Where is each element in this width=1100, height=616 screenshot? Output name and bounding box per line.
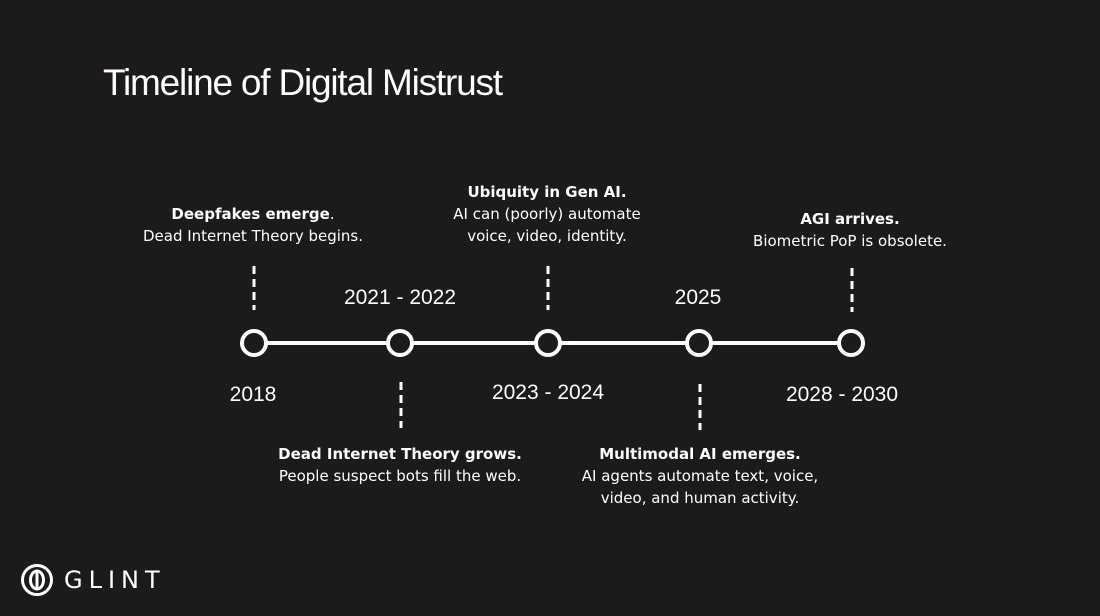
event-2018: Deepfakes emerge. Dead Internet Theory b… <box>93 203 413 247</box>
timeline-node-2018 <box>240 329 268 357</box>
event-2021-2022-line: People suspect bots fill the web. <box>278 467 522 485</box>
timeline-node-2021-2022 <box>386 329 414 357</box>
brand-name: GLINT <box>64 566 166 594</box>
event-2028-2030-line: Biometric PoP is obsolete. <box>753 232 947 250</box>
timeline-node-2023-2024 <box>534 329 562 357</box>
event-2018-line: Dead Internet Theory begins. <box>142 227 363 245</box>
event-2028-2030-title: AGI arrives. <box>800 210 900 228</box>
year-label-2021-2022: 2021 - 2022 <box>343 286 457 309</box>
event-2023-2024-line-2: voice, video, identity. <box>467 227 627 245</box>
event-2018-title-suffix: . <box>329 205 335 223</box>
brand: GLINT <box>20 563 166 597</box>
event-2021-2022: Dead Internet Theory grows. People suspe… <box>240 443 560 487</box>
event-2018-title: Deepfakes emerge <box>171 205 330 223</box>
slide-title: Timeline of Digital Mistrust <box>103 62 503 103</box>
year-label-2018: 2018 <box>229 383 277 406</box>
event-2028-2030: AGI arrives. Biometric PoP is obsolete. <box>690 208 1010 252</box>
event-2025-line-2: video, and human activity. <box>600 489 800 507</box>
year-label-2028-2030: 2028 - 2030 <box>785 383 899 406</box>
event-2025-title: Multimodal AI emerges. <box>599 445 801 463</box>
year-label-2025: 2025 <box>674 286 722 309</box>
event-2023-2024-title: Ubiquity in Gen AI. <box>467 183 627 201</box>
event-2025-line-1: AI agents automate text, voice, <box>581 467 819 485</box>
event-2023-2024: Ubiquity in Gen AI. AI can (poorly) auto… <box>387 181 707 247</box>
event-2018-heading: Deepfakes emerge. <box>93 203 413 225</box>
year-label-2023-2024: 2023 - 2024 <box>491 381 605 404</box>
glint-logo-icon <box>21 564 53 596</box>
timeline-node-2025 <box>685 329 713 357</box>
timeline-node-2028-2030 <box>837 329 865 357</box>
event-2023-2024-line-1: AI can (poorly) automate <box>453 205 641 223</box>
event-2025: Multimodal AI emerges. AI agents automat… <box>540 443 860 509</box>
event-2021-2022-title: Dead Internet Theory grows. <box>278 445 522 463</box>
